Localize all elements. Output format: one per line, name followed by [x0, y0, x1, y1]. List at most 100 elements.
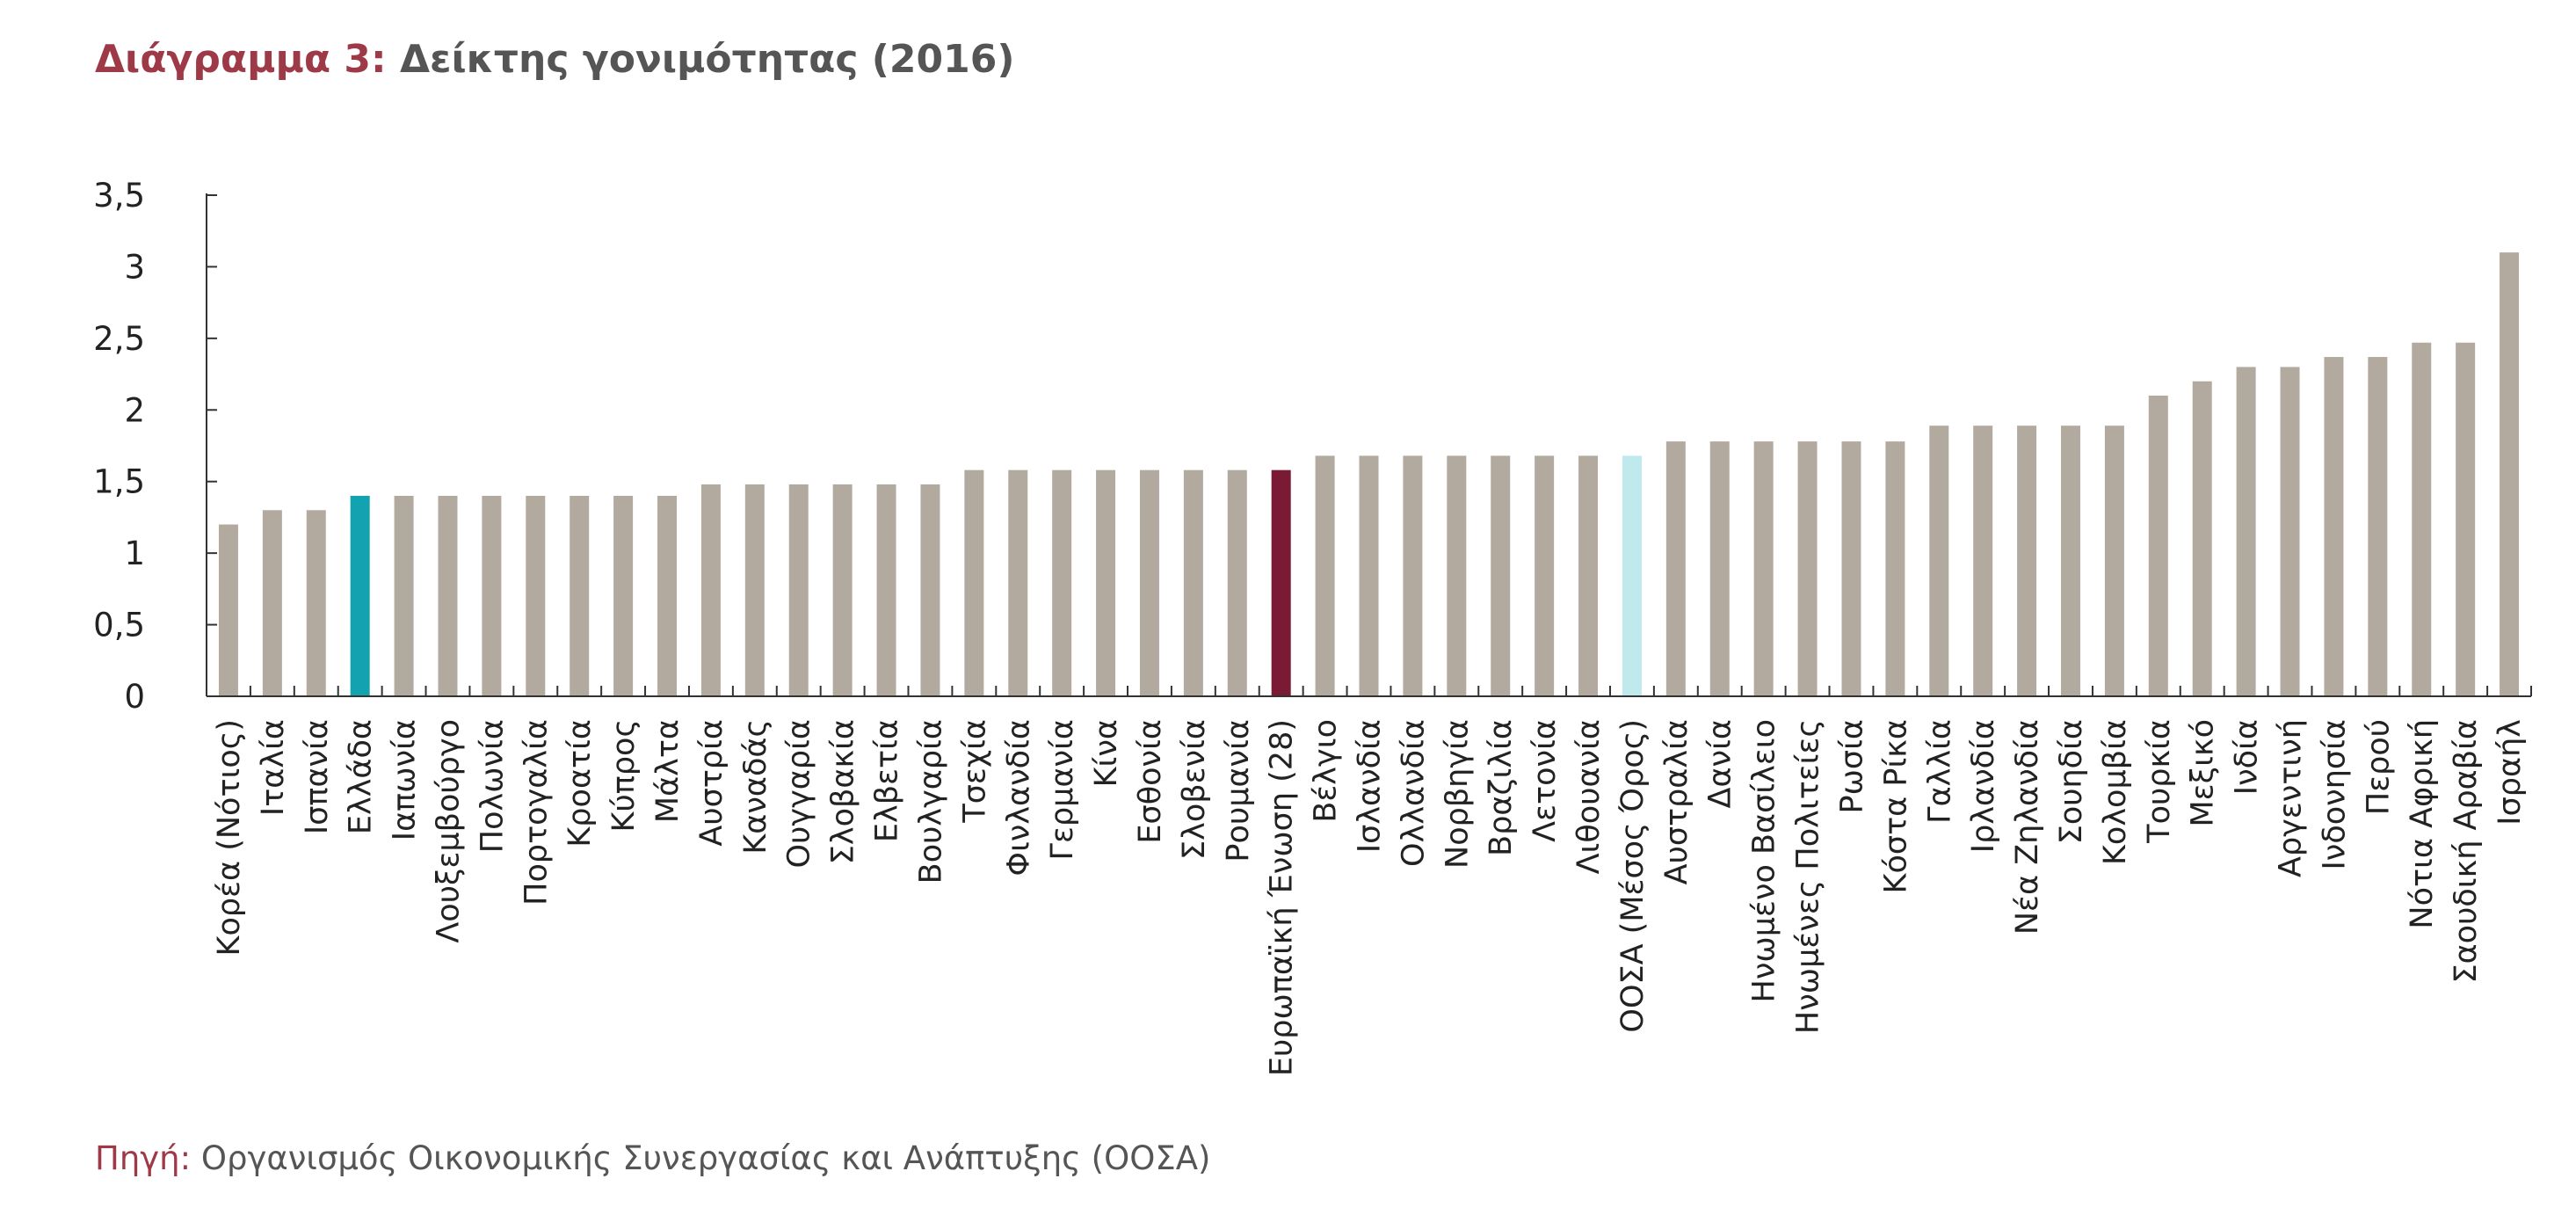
bar	[394, 496, 414, 696]
x-tick-label: Κροατία	[562, 719, 598, 848]
x-tick-label: Κίνα	[1089, 719, 1124, 787]
x-tick-label: Ευρωπαϊκή Ένωση (28)	[1265, 719, 1300, 1076]
bar	[306, 510, 326, 696]
x-tick-label: Γαλλία	[1922, 719, 1957, 824]
bar	[1797, 441, 1818, 696]
bar	[1096, 469, 1116, 696]
fertility-bar-chart: 0 0,5 1 1,5 2 2,5 3 3,5 Κορέα (Νότιος) Ιταλία Ισπ…	[93, 177, 2532, 1076]
bar	[1841, 441, 1861, 696]
x-tick-label: Λετονία	[1527, 719, 1563, 842]
x-tick-label: Ινδονησία	[2317, 719, 2352, 870]
bar	[657, 496, 678, 696]
x-tick-label: Εσθονία	[1133, 719, 1168, 844]
bar	[1491, 455, 1511, 696]
x-tick-label: Αυστραλία	[1659, 719, 1694, 884]
x-tick-label: Λιθουανία	[1571, 719, 1607, 874]
y-tick-label: 0	[124, 678, 145, 716]
bar	[482, 496, 502, 696]
bar	[744, 484, 765, 696]
x-tick-label: Σλοβακία	[826, 719, 861, 864]
bar	[1973, 426, 1993, 696]
x-tick-label: Αργεντινή	[2274, 719, 2309, 877]
x-tick-label: Φινλανδία	[1001, 719, 1036, 877]
x-tick-label: Τσεχία	[957, 719, 992, 824]
bar	[2148, 396, 2168, 696]
x-tick-label: Νέα Ζηλανδία	[2010, 719, 2045, 935]
bar	[1183, 469, 1203, 696]
chart-title: Διάγραμμα 3: Δείκτης γονιμότητας (2016)	[95, 37, 1014, 82]
x-tick-label: Λουξεμβούργο	[431, 719, 466, 943]
source-text: Οργανισμός Οικονομικής Συνεργασίας και Α…	[200, 1139, 1211, 1177]
x-tick-label: Μάλτα	[650, 719, 686, 823]
bar	[1359, 455, 1379, 696]
bar	[2280, 367, 2300, 696]
bar	[526, 496, 546, 696]
bar	[1578, 455, 1599, 696]
y-tick-label: 2,5	[93, 320, 145, 358]
y-tick-label: 2	[124, 391, 145, 429]
bar	[438, 496, 458, 696]
x-tick-label: Ηνωμένο Βασίλειο	[1747, 719, 1782, 1002]
x-tick-label: Τουρκία	[2142, 719, 2177, 844]
bar	[920, 484, 940, 696]
bar	[570, 496, 590, 696]
bar	[2192, 381, 2212, 696]
bar	[2060, 426, 2080, 696]
bar	[1008, 469, 1028, 696]
bars	[218, 252, 2520, 696]
x-tick-label: Κολομβία	[2098, 719, 2133, 865]
x-tick-label: Νότια Αφρική	[2405, 719, 2440, 929]
bar	[1753, 441, 1774, 696]
bar	[2412, 342, 2432, 696]
bar	[1139, 469, 1159, 696]
x-tick-label: Ιρλανδία	[1966, 719, 2001, 853]
y-tick-label: 3	[124, 248, 145, 286]
y-tick-label: 1,5	[93, 463, 145, 501]
x-tick-label: Ολλανδία	[1396, 719, 1431, 867]
x-tick-label: Πολωνία	[475, 719, 510, 853]
x-tick-label: Σαουδική Αραβία	[2449, 719, 2484, 984]
x-tick-label: Δανία	[1703, 719, 1738, 808]
source-note: Πηγή: Οργανισμός Οικονομικής Συνεργασίας…	[95, 1139, 1210, 1177]
bar	[1709, 441, 1730, 696]
bar	[1535, 455, 1555, 696]
y-axis: 0 0,5 1 1,5 2 2,5 3 3,5	[93, 177, 217, 716]
bar	[1622, 455, 1642, 696]
x-tick-label: Μεξικό	[2186, 719, 2221, 827]
bar	[2324, 357, 2344, 696]
bar	[1447, 455, 1467, 696]
y-tick-label: 3,5	[93, 177, 145, 215]
x-tick-label: Ελλάδα	[344, 719, 379, 834]
x-tick-label: Βουλγαρία	[913, 719, 948, 884]
x-tick-label: Αυστρία	[694, 719, 729, 847]
bar	[964, 469, 984, 696]
bar	[1403, 455, 1423, 696]
bar	[1665, 441, 1686, 696]
bar	[262, 510, 282, 696]
bar	[613, 496, 634, 696]
x-tick-label: Ισλανδία	[1353, 719, 1388, 853]
bar	[2104, 426, 2124, 696]
bar	[2456, 342, 2476, 696]
x-tick-label: Κορέα (Νότιος)	[212, 719, 247, 956]
x-tick-label: Κόστα Ρίκα	[1878, 719, 1913, 893]
bar	[1271, 469, 1291, 696]
bar	[700, 484, 721, 696]
bar	[2236, 367, 2256, 696]
bar	[218, 524, 238, 696]
bar	[1885, 441, 1905, 696]
y-tick-label: 0,5	[93, 607, 145, 644]
x-tick-label: Νορβηγία	[1440, 719, 1475, 869]
chart-title-prefix: Διάγραμμα 3:	[95, 37, 387, 82]
bar	[2017, 426, 2037, 696]
x-tick-label: Ιταλία	[256, 719, 291, 816]
x-tick-label: Καναδάς	[738, 719, 773, 855]
x-tick-label: Ρουμανία	[1221, 719, 1256, 862]
x-tick-label: Κύπρος	[606, 719, 642, 832]
x-tick-label: Ουγγαρία	[782, 719, 817, 868]
bar	[2368, 357, 2388, 696]
chart-title-text: Δείκτης γονιμότητας (2016)	[399, 37, 1015, 82]
x-tick-label: Περού	[2361, 719, 2396, 815]
bar	[1315, 455, 1335, 696]
bar	[1227, 469, 1247, 696]
